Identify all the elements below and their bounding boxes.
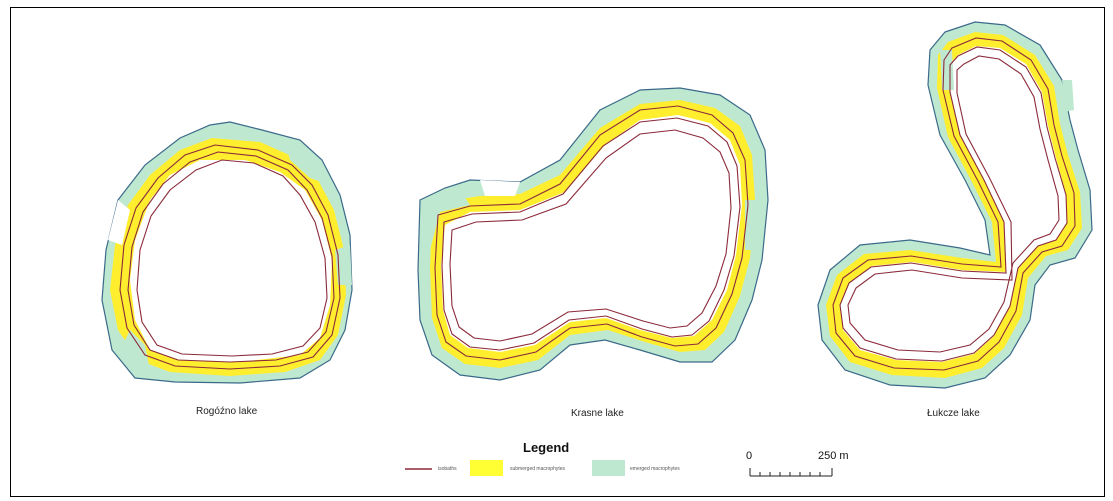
lukcze-isobath-1 [832, 37, 1076, 371]
legend-swatches [405, 460, 625, 476]
lukcze-isobath-2 [839, 46, 1068, 362]
lake-label-krasne: Krasne lake [571, 408, 624, 419]
lukcze-isobath-3 [847, 55, 1060, 353]
lake-lukcze [817, 21, 1093, 389]
legend-submerged-swatch [470, 460, 503, 476]
rogozno-isobath-2 [127, 151, 335, 363]
scale-bar [749, 468, 833, 477]
legend-emerged-swatch [592, 460, 625, 476]
legend-label-isobaths: isobaths [438, 466, 457, 472]
rogozno-isobath-1 [119, 144, 341, 370]
krasne-isobath-3 [449, 129, 732, 342]
lake-label-lukcze: Łukcze lake [927, 408, 980, 419]
lake-label-rogozno: Rogóźno lake [196, 406, 258, 417]
legend-label-submerged: submerged macrophytes [510, 466, 566, 472]
scale-end-label: 250 m [818, 450, 849, 462]
lake-rogozno [101, 121, 353, 384]
scale-start-label: 0 [746, 450, 753, 462]
lake-krasne [417, 87, 769, 381]
rogozno-isobath-3 [136, 159, 328, 357]
krasne-isobath-2 [441, 117, 741, 351]
legend-title: Legend [523, 440, 570, 455]
legend-label-emerged: emerged macrophytes [630, 466, 680, 472]
krasne-isobath-1 [434, 105, 749, 361]
